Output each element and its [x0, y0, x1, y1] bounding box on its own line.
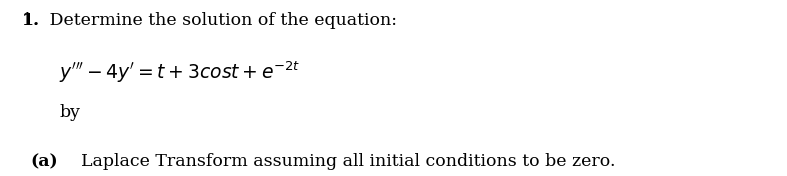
- Text: 1.: 1.: [22, 12, 40, 29]
- Text: (a): (a): [30, 153, 57, 170]
- Text: Laplace Transform assuming all initial conditions to be zero.: Laplace Transform assuming all initial c…: [81, 153, 615, 170]
- Text: 1.  Determine the solution of the equation:: 1. Determine the solution of the equatio…: [22, 12, 397, 29]
- Text: by: by: [59, 104, 80, 121]
- Text: $y''' - 4y' = t + 3\mathit{cos}t + e^{-2t}$: $y''' - 4y' = t + 3\mathit{cos}t + e^{-2…: [59, 60, 301, 85]
